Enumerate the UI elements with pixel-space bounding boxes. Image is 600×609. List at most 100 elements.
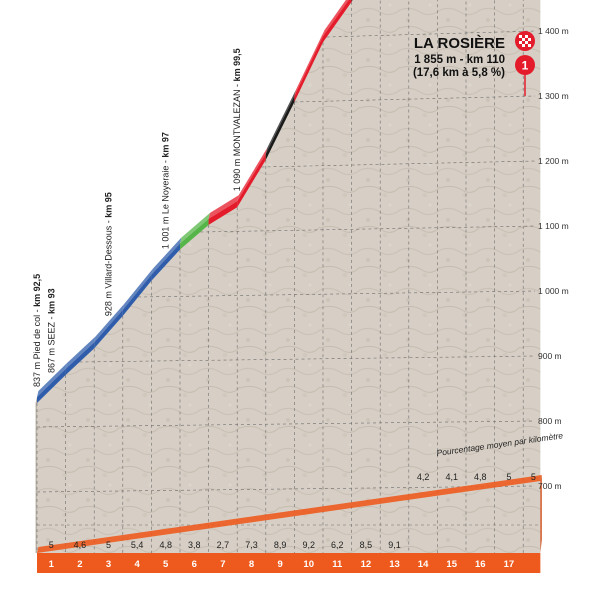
profile-segment-top	[37, 363, 68, 397]
profile-segment	[94, 309, 123, 349]
profile-segment-top	[208, 195, 239, 219]
profile-segment-top	[265, 90, 296, 154]
profile-segment-top	[180, 212, 211, 244]
km-label: 8	[249, 559, 254, 570]
km-label: 14	[418, 559, 429, 570]
gradient-label: 5	[531, 472, 536, 482]
km-label: 11	[332, 559, 343, 570]
profile-segment	[294, 36, 323, 103]
waypoint-place: 1 090 m MONTVALEZAN -	[232, 81, 242, 191]
km-label: 6	[192, 559, 197, 570]
km-label: 15	[446, 559, 457, 570]
waypoint-text: 867 m SEEZ - km 93	[46, 288, 56, 373]
gradient-label: 4,8	[159, 540, 172, 550]
summit-length-gradient: (17,6 km à 5,8 %)	[413, 67, 505, 79]
gradient-label: 5	[49, 540, 54, 550]
waypoint-label: 1 090 m MONTVALEZAN - km 99,5	[232, 48, 242, 191]
checkered-flag-icon	[515, 31, 535, 51]
profile-segment	[65, 342, 95, 375]
km-label: 7	[220, 559, 225, 570]
gradient-label: 6,2	[331, 540, 344, 550]
waypoint-label: 867 m SEEZ - km 93	[46, 288, 56, 373]
km-label: 10	[303, 559, 314, 570]
waypoint-text: 928 m Villard-Dessous - km 95	[104, 192, 114, 316]
waypoint-place: 837 m Pied de col -	[32, 307, 42, 387]
waypoint-label: 1 001 m Le Noyeraie - km 97	[161, 132, 171, 249]
gradient-label: 4,2	[417, 472, 430, 482]
waypoint-km: km 93	[46, 288, 56, 314]
km-label: 17	[504, 559, 515, 570]
gradient-label: 7,3	[245, 540, 258, 550]
altitude-tick-label: 900 m	[538, 351, 562, 361]
terrain-area	[35, 0, 541, 553]
km-bar-side	[540, 475, 542, 553]
summit-name: LA ROSIÈRE	[414, 35, 505, 52]
altitude-tick-label: 1 300 m	[538, 91, 569, 101]
gradient-label: 4,6	[74, 540, 87, 550]
profile-segment	[351, 0, 353, 2]
gradient-label: 2,7	[217, 540, 230, 550]
category-badge-label: 1	[522, 59, 529, 73]
profile-segment-top	[294, 30, 325, 97]
waypoint-place: 1 001 m Le Noyeraie -	[161, 158, 171, 250]
profile-segment	[151, 243, 180, 281]
altitude-tick-label: 1 200 m	[538, 156, 569, 166]
waypoint-km: km 92,5	[32, 274, 42, 307]
gradient-label: 3,8	[188, 540, 201, 550]
km-labels: 1 2 3 4 5 6 7 8 9 10 11 12 13 14 15 16 17	[49, 559, 515, 570]
profile-segment-top	[94, 303, 125, 343]
km-label: 13	[389, 559, 400, 570]
altitude-gridline	[200, 225, 536, 233]
gradient-label: 9,1	[388, 540, 401, 550]
waypoint-km: km 99,5	[232, 48, 242, 81]
km-label: 12	[361, 559, 372, 570]
km-base-bar	[37, 475, 542, 573]
altitude-gridline	[138, 290, 536, 298]
profile-segment-top	[65, 336, 96, 369]
profile-segment-top	[323, 0, 349, 37]
profile-segment	[37, 369, 66, 403]
km-label: 3	[106, 559, 111, 570]
gradient-label: 5	[106, 540, 111, 550]
profile-segment-top	[237, 147, 268, 202]
altitude-gridline	[79, 355, 536, 363]
profile-segment	[208, 201, 238, 225]
km-label: 4	[134, 559, 140, 570]
summit-altitude-km: 1 855 m - km 110	[414, 54, 505, 66]
waypoint-km: km 97	[161, 132, 171, 158]
waypoint-label: 928 m Villard-Dessous - km 95	[104, 192, 114, 316]
gradient-label: 8,5	[360, 540, 373, 550]
waypoint-labels: 837 m Pied de col - km 92,5 867 m SEEZ - …	[32, 48, 242, 387]
waypoint-text: 837 m Pied de col - km 92,5	[32, 274, 42, 387]
altitude-tick-label: 700 m	[538, 481, 562, 491]
profile-segment	[323, 0, 352, 43]
waypoint-km: km 95	[104, 192, 114, 218]
altitude-gridline	[294, 95, 536, 103]
waypoint-label: 837 m Pied de col - km 92,5	[32, 274, 42, 387]
altitude-tick-label: 800 m	[538, 416, 562, 426]
altitude-axis: 700 m 800 m 900 m 1 000 m 1 100 m 1 200 m 1 30…	[538, 26, 569, 491]
profile-segment	[265, 96, 295, 160]
gradient-labels: 5 4,6 5 5,4 4,8 3,8 2,7 7,3 8,9 9,2 6,2 8,5 9,1 4,2 4,…	[49, 472, 536, 550]
profile-segment	[237, 153, 266, 208]
altitude-tick-label: 1 100 m	[538, 221, 569, 231]
km-label: 16	[475, 559, 486, 570]
terrain-fill	[37, 0, 541, 553]
km-label: 5	[163, 559, 169, 570]
gradient-label: 8,9	[274, 540, 287, 550]
profile-segment	[180, 218, 209, 250]
km-bar-top	[37, 475, 542, 553]
gradient-label: 9,2	[302, 540, 315, 550]
km-label: 2	[77, 559, 82, 570]
altitude-tick-label: 1 000 m	[538, 286, 569, 296]
terrain-side	[35, 396, 37, 553]
category-badge: 1	[515, 55, 535, 96]
waypoint-place: 867 m SEEZ -	[46, 314, 56, 373]
waypoint-text: 1 090 m MONTVALEZAN - km 99,5	[232, 48, 242, 191]
gradient-label: 4,1	[445, 472, 458, 482]
altitude-tick-label: 1 400 m	[538, 26, 569, 36]
gradient-label: 4,8	[474, 472, 487, 482]
chart-gridlines	[36, 0, 541, 553]
